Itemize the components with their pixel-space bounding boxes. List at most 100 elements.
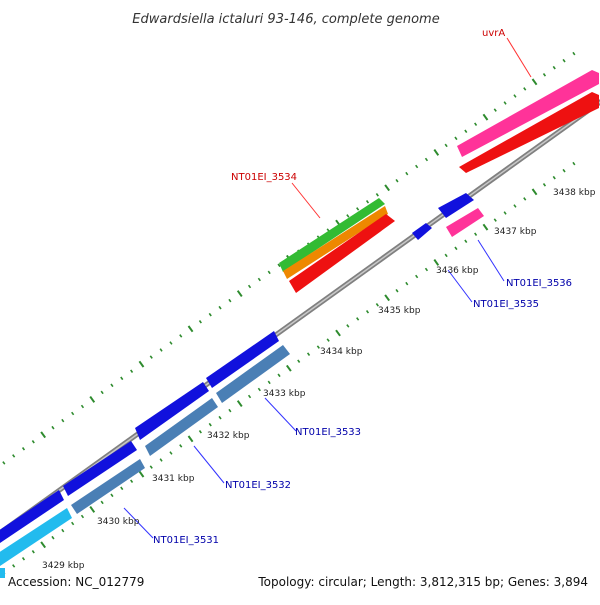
tick-mark (503, 211, 507, 215)
tick-mark (346, 324, 350, 328)
tick-mark (169, 451, 173, 455)
map-title: Edwardsiella ictaluri 93-146, complete g… (132, 12, 439, 27)
tick-mark (552, 175, 556, 180)
tick-mark (482, 113, 489, 121)
tick-mark (149, 465, 153, 469)
tick-label: 3437 kbp (494, 227, 537, 237)
tick-label: 3433 kbp (263, 389, 306, 399)
tick-mark (80, 404, 85, 409)
tick-mark (218, 415, 222, 420)
gene-label-nt01ei-3531: NT01EI_3531 (153, 535, 219, 546)
tick-mark (424, 267, 429, 272)
tick-mark (51, 425, 55, 430)
tick-mark (482, 223, 489, 231)
tick-mark (257, 387, 261, 392)
tick-mark (552, 65, 556, 70)
genome-backbone (0, 99, 600, 536)
tick-mark (444, 143, 448, 148)
tick-mark (228, 298, 232, 303)
tick-mark (100, 500, 104, 505)
tick-mark (198, 320, 202, 324)
tick-mark (365, 200, 370, 204)
tick-mark (218, 305, 222, 310)
tick-mark (179, 334, 183, 338)
tick-track-outer (2, 51, 576, 465)
tick-mark (365, 310, 370, 314)
tick-mark (433, 259, 440, 266)
tick-mark (31, 440, 35, 444)
tick-mark (2, 461, 6, 465)
tick-mark (454, 136, 458, 141)
tick-mark (89, 396, 96, 403)
tick-mark (187, 325, 194, 333)
accession-text: Accession: NC_012779 (8, 575, 144, 589)
tick-mark (40, 541, 47, 549)
tick-label: 3431 kbp (152, 474, 195, 484)
tick-mark (356, 207, 360, 211)
tick-mark (179, 444, 183, 448)
tick-mark (405, 281, 409, 286)
tick-mark (415, 164, 419, 169)
tick-label: 3435 kbp (378, 306, 421, 316)
tick-mark (130, 479, 134, 483)
feature-row-blue (0, 331, 279, 543)
tick-mark (198, 430, 202, 434)
tick-mark (110, 493, 114, 498)
tick-mark (71, 521, 75, 526)
tick-mark (130, 369, 134, 373)
tick-mark (257, 277, 261, 282)
tick-mark (562, 58, 566, 63)
tick-mark (384, 294, 391, 302)
tick-mark (277, 263, 281, 268)
tick-mark (187, 435, 194, 443)
tick-mark (138, 360, 145, 368)
tick-mark (503, 101, 507, 105)
genome-summary-text: Topology: circular; Length: 3,812,315 bp… (257, 575, 588, 589)
tick-mark (61, 418, 65, 423)
tick-mark (424, 157, 429, 162)
tick-mark (395, 288, 399, 293)
tick-mark (61, 528, 65, 533)
tick-mark (236, 290, 243, 297)
tick-mark (454, 246, 458, 251)
gene-label-nt01ei-3534: NT01EI_3534 (231, 172, 297, 183)
tick-mark (31, 550, 35, 554)
gene-label-nt01ei-3536: NT01EI_3536 (506, 278, 572, 289)
tick-mark (474, 232, 478, 236)
tick-mark (247, 394, 252, 399)
tick-mark (267, 270, 271, 275)
feature-edge-fragment (0, 568, 5, 578)
tick-label: 3429 kbp (42, 561, 85, 571)
leader-lines (123, 37, 532, 539)
tick-mark (100, 390, 104, 395)
tick-mark (267, 380, 271, 385)
feature-nt01ei-3535 (412, 223, 432, 240)
tick-label: 3430 kbp (97, 517, 140, 527)
tick-mark (80, 514, 85, 519)
tick-mark (297, 359, 301, 363)
tick-mark (306, 352, 311, 356)
gene-label-nt01ei-3533: NT01EI_3533 (295, 427, 361, 438)
tick-mark (542, 183, 547, 187)
tick-mark (356, 317, 360, 321)
tick-mark (415, 274, 419, 279)
tick-mark (405, 171, 409, 176)
tick-mark (285, 364, 292, 372)
tick-label: 3436 kbp (436, 266, 479, 276)
tick-mark (542, 73, 547, 77)
tick-mark (12, 564, 16, 568)
tick-label: 3438 kbp (553, 188, 596, 198)
tick-mark (149, 355, 153, 359)
gene-label-uvrA: uvrA (482, 28, 505, 39)
tick-mark (513, 94, 517, 98)
tick-mark (71, 411, 75, 416)
tick-mark (513, 204, 517, 208)
tick-mark (572, 161, 576, 166)
tick-mark (110, 383, 114, 388)
tick-mark (572, 51, 576, 56)
tick-mark (444, 253, 448, 258)
feature-row-steelblue (0, 345, 290, 566)
tick-mark (159, 348, 163, 352)
